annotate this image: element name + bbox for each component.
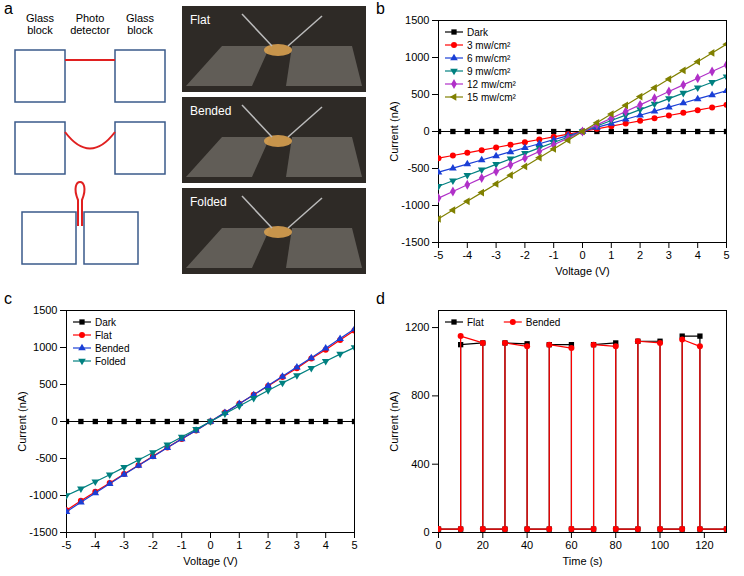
svg-text:15 mw/cm²: 15 mw/cm² <box>467 92 517 103</box>
svg-text:5: 5 <box>351 539 357 551</box>
svg-text:400: 400 <box>411 458 429 470</box>
svg-text:6 mw/cm²: 6 mw/cm² <box>467 53 511 64</box>
svg-text:Bended: Bended <box>526 317 560 328</box>
svg-text:Folded: Folded <box>95 356 126 367</box>
svg-text:Flat: Flat <box>190 13 211 27</box>
svg-text:1: 1 <box>236 539 242 551</box>
svg-text:Glassblock: Glassblock <box>126 12 155 36</box>
svg-text:0: 0 <box>51 415 57 427</box>
svg-text:1000: 1000 <box>33 341 57 353</box>
html-text:b: b <box>376 0 385 17</box>
svg-text:-2: -2 <box>520 249 530 261</box>
svg-text:1000: 1000 <box>405 51 429 63</box>
svg-text:-3: -3 <box>119 539 129 551</box>
svg-text:-1000: -1000 <box>401 199 429 211</box>
svg-text:Flat: Flat <box>95 330 112 341</box>
svg-text:-500: -500 <box>35 452 57 464</box>
svg-text:5: 5 <box>723 249 729 261</box>
svg-text:-1500: -1500 <box>401 236 429 248</box>
svg-text:Bended: Bended <box>190 104 231 118</box>
svg-text:-5: -5 <box>62 539 72 551</box>
svg-text:Glassblock: Glassblock <box>26 12 55 36</box>
svg-text:Dark: Dark <box>467 27 489 38</box>
svg-text:Current (nA): Current (nA) <box>16 391 28 452</box>
svg-text:40: 40 <box>521 539 533 551</box>
svg-text:0: 0 <box>579 249 585 261</box>
svg-text:-3: -3 <box>491 249 501 261</box>
svg-text:2: 2 <box>637 249 643 261</box>
svg-text:-1: -1 <box>549 249 559 261</box>
svg-text:1500: 1500 <box>33 304 57 316</box>
svg-text:9 mw/cm²: 9 mw/cm² <box>467 66 511 77</box>
svg-text:60: 60 <box>565 539 577 551</box>
svg-text:Voltage (V): Voltage (V) <box>183 555 237 567</box>
svg-text:0: 0 <box>207 539 213 551</box>
svg-text:-1000: -1000 <box>29 489 57 501</box>
svg-text:Bended: Bended <box>95 343 129 354</box>
svg-text:Flat: Flat <box>467 317 484 328</box>
svg-text:Dark: Dark <box>95 317 117 328</box>
svg-text:4: 4 <box>323 539 329 551</box>
svg-text:500: 500 <box>39 378 57 390</box>
svg-text:12 mw/cm²: 12 mw/cm² <box>467 79 517 90</box>
svg-text:-1: -1 <box>177 539 187 551</box>
svg-text:1200: 1200 <box>405 321 429 333</box>
svg-text:3: 3 <box>666 249 672 261</box>
svg-text:0: 0 <box>423 526 429 538</box>
svg-text:0: 0 <box>435 539 441 551</box>
svg-text:-2: -2 <box>148 539 158 551</box>
svg-text:Time (s): Time (s) <box>563 555 603 567</box>
svg-text:1: 1 <box>608 249 614 261</box>
svg-text:4: 4 <box>695 249 701 261</box>
svg-text:Current (nA): Current (nA) <box>388 101 400 162</box>
svg-text:Voltage (V): Voltage (V) <box>555 265 609 277</box>
html-text:a: a <box>4 0 13 17</box>
svg-text:-500: -500 <box>407 162 429 174</box>
svg-text:80: 80 <box>610 539 622 551</box>
svg-text:500: 500 <box>411 88 429 100</box>
svg-text:20: 20 <box>477 539 489 551</box>
svg-text:-4: -4 <box>462 249 472 261</box>
svg-text:-5: -5 <box>434 249 444 261</box>
svg-text:Photodetector: Photodetector <box>70 12 110 36</box>
svg-text:-4: -4 <box>90 539 100 551</box>
svg-text:800: 800 <box>411 389 429 401</box>
svg-text:-1500: -1500 <box>29 526 57 538</box>
svg-text:2: 2 <box>265 539 271 551</box>
svg-text:Folded: Folded <box>190 195 227 209</box>
svg-text:3: 3 <box>294 539 300 551</box>
html-text:d: d <box>376 290 385 307</box>
html-text:c: c <box>4 290 12 307</box>
svg-text:100: 100 <box>651 539 669 551</box>
svg-text:0: 0 <box>423 125 429 137</box>
svg-text:Current (nA): Current (nA) <box>388 391 400 452</box>
svg-text:3 mw/cm²: 3 mw/cm² <box>467 40 511 51</box>
svg-text:1500: 1500 <box>405 14 429 26</box>
svg-text:120: 120 <box>695 539 713 551</box>
